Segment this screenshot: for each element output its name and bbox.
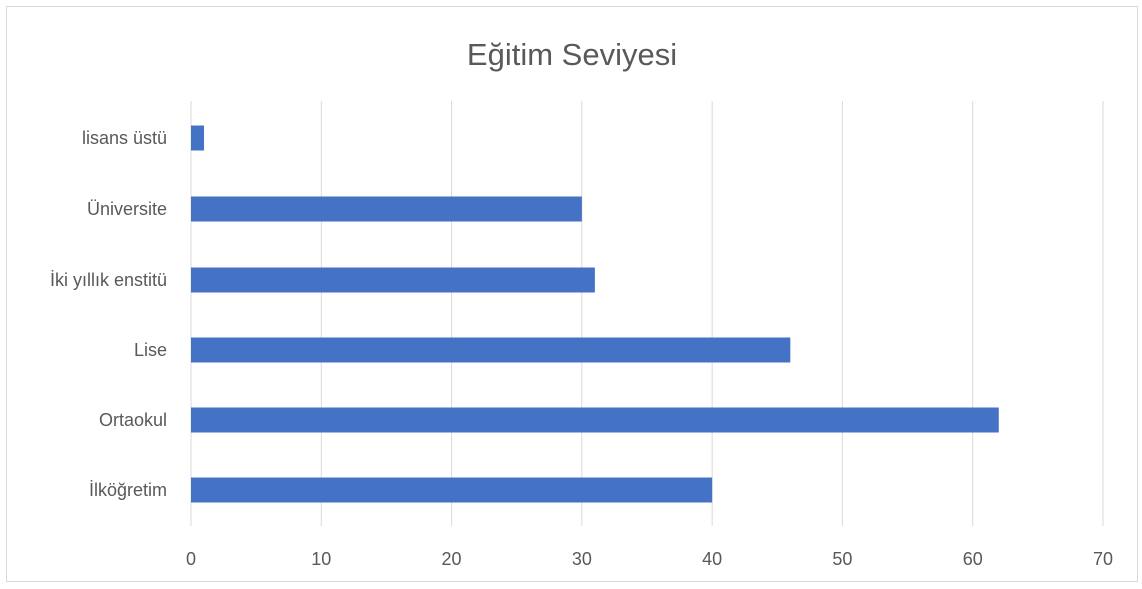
y-tick-label-5: lisans üstü — [82, 128, 167, 148]
y-tick-label-0: İlköğretim — [89, 480, 167, 500]
bar-5 — [191, 125, 205, 151]
x-tick-label-60: 60 — [963, 549, 983, 569]
x-tick-label-10: 10 — [311, 549, 331, 569]
y-tick-label-3: İki yıllık enstitü — [50, 270, 167, 290]
bar-2 — [191, 337, 791, 363]
bar-4 — [191, 196, 582, 222]
y-tick-label-2: Lise — [134, 340, 167, 360]
x-tick-label-20: 20 — [442, 549, 462, 569]
x-tick-label-70: 70 — [1093, 549, 1113, 569]
bar-1 — [191, 407, 999, 433]
x-tick-label-0: 0 — [186, 549, 196, 569]
x-tick-label-50: 50 — [832, 549, 852, 569]
x-tick-label-30: 30 — [572, 549, 592, 569]
y-tick-label-1: Ortaokul — [99, 410, 167, 430]
y-tick-label-4: Üniversite — [87, 199, 167, 219]
bar-3 — [191, 267, 595, 293]
chart-title: Eğitim Seviyesi — [466, 37, 678, 72]
bar-0 — [191, 477, 713, 503]
x-tick-label-40: 40 — [702, 549, 722, 569]
